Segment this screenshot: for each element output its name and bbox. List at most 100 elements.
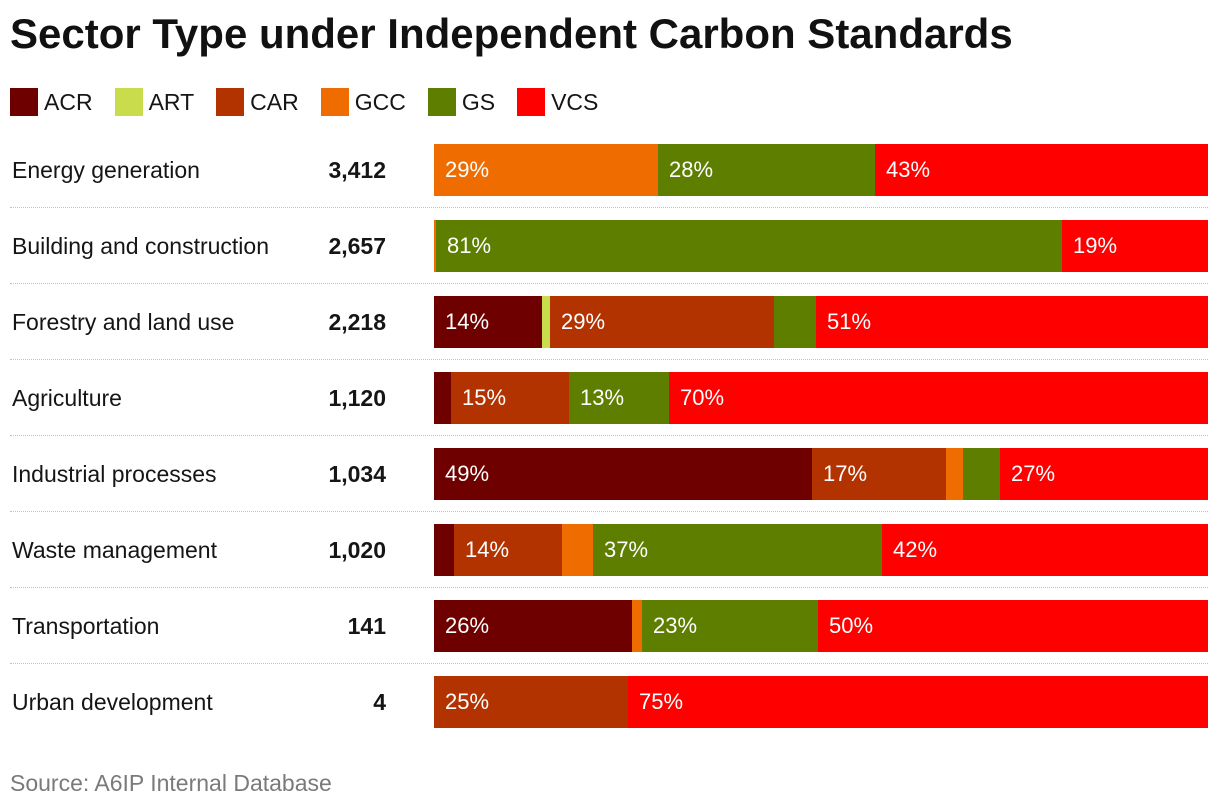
data-label-agriculture-gs: 13% — [580, 385, 625, 410]
bar-agriculture: 15% 13% 70% — [434, 372, 1208, 424]
chart-row-waste-management: Waste management 1,020 14% 37% 42% — [10, 512, 1208, 588]
count-label-agriculture: 1,120 — [328, 385, 386, 411]
bar-segment-energy-generation-gs: 28% — [658, 144, 875, 196]
bar-segment-forestry-and-land-use-vcs: 51% — [816, 296, 1208, 348]
bar-segment-waste-management-vcs: 42% — [882, 524, 1208, 576]
data-label-building-and-construction-gs: 81% — [447, 233, 492, 258]
data-label-transportation-gs: 23% — [653, 613, 698, 638]
category-label-industrial-processes: Industrial processes — [12, 461, 217, 487]
chart-row-building-and-construction: Building and construction 2,657 81% 19% — [10, 208, 1208, 284]
chart-row-energy-generation: Energy generation 3,412 29% 28% 43% — [10, 132, 1208, 208]
bar-segment-transportation-acr: 26% — [434, 600, 632, 652]
data-label-energy-generation-vcs: 43% — [886, 157, 931, 182]
bar-segment-waste-management-gs: 37% — [593, 524, 882, 576]
legend-item-acr: ACR — [10, 88, 93, 116]
chart-title: Sector Type under Independent Carbon Sta… — [10, 10, 1013, 57]
bar-segment-waste-management-car: 14% — [454, 524, 562, 576]
legend-item-art: ART — [114, 88, 195, 116]
count-label-energy-generation: 3,412 — [328, 157, 386, 183]
data-label-transportation-acr: 26% — [445, 613, 490, 638]
category-label-waste-management: Waste management — [12, 537, 217, 563]
data-label-transportation-vcs: 50% — [829, 613, 874, 638]
data-label-energy-generation-gs: 28% — [669, 157, 714, 182]
bar-segment-industrial-processes-vcs: 27% — [1000, 448, 1208, 500]
category-label-forestry-and-land-use: Forestry and land use — [12, 309, 235, 335]
bar-segment-waste-management-gcc — [562, 524, 593, 576]
bar-segment-industrial-processes-gcc — [946, 448, 963, 500]
legend-item-vcs: VCS — [517, 88, 598, 116]
bar-segment-forestry-and-land-use-acr: 14% — [434, 296, 542, 348]
data-label-waste-management-vcs: 42% — [893, 537, 938, 562]
bar-segment-forestry-and-land-use-car: 29% — [550, 296, 774, 348]
legend-swatch-gs — [427, 88, 456, 116]
legend-swatch-vcs — [517, 88, 546, 116]
data-label-forestry-and-land-use-vcs: 51% — [827, 309, 872, 334]
count-label-transportation: 141 — [347, 613, 386, 639]
legend: ACR ART CAR GCC GS VCS — [10, 88, 620, 116]
bar-segment-building-and-construction-gcc — [434, 220, 436, 272]
bar-segment-agriculture-acr — [434, 372, 451, 424]
data-label-building-and-construction-vcs: 19% — [1073, 233, 1118, 258]
count-label-waste-management: 1,020 — [328, 537, 386, 563]
bar-segment-energy-generation-gcc: 29% — [434, 144, 658, 196]
bar-segment-urban-development-vcs: 75% — [628, 676, 1208, 728]
source-note: Source: A6IP Internal Database — [10, 770, 332, 796]
legend-item-car: CAR — [216, 88, 299, 116]
legend-swatch-gcc — [320, 88, 349, 116]
bar-segment-agriculture-vcs: 70% — [669, 372, 1208, 424]
bar-segment-building-and-construction-gs: 81% — [436, 220, 1062, 272]
bar-segment-building-and-construction-vcs: 19% — [1062, 220, 1208, 272]
data-label-industrial-processes-car: 17% — [823, 461, 868, 486]
bar-segment-industrial-processes-acr: 49% — [434, 448, 812, 500]
bar-segment-energy-generation-vcs: 43% — [875, 144, 1208, 196]
chart-row-urban-development: Urban development 4 25% 75% — [10, 664, 1208, 740]
bar-waste-management: 14% 37% 42% — [434, 524, 1208, 576]
bar-segment-transportation-gs: 23% — [642, 600, 818, 652]
data-label-agriculture-car: 15% — [462, 385, 507, 410]
data-label-urban-development-vcs: 75% — [639, 689, 684, 714]
chart-rows: Energy generation 3,412 29% 28% 43% Building … — [10, 132, 1208, 740]
bar-segment-industrial-processes-gs — [963, 448, 1000, 500]
bar-segment-forestry-and-land-use-gs — [774, 296, 816, 348]
bar-segment-transportation-gcc — [632, 600, 642, 652]
legend-label-car: CAR — [250, 89, 299, 115]
count-label-forestry-and-land-use: 2,218 — [328, 309, 386, 335]
legend-item-gs: GS — [427, 88, 496, 116]
category-label-urban-development: Urban development — [12, 689, 213, 715]
bar-segment-urban-development-car: 25% — [434, 676, 628, 728]
legend-label-gcc: GCC — [354, 89, 406, 115]
legend-label-art: ART — [148, 89, 195, 115]
count-label-building-and-construction: 2,657 — [328, 233, 386, 259]
bar-building-and-construction: 81% 19% — [434, 220, 1208, 272]
data-label-agriculture-vcs: 70% — [680, 385, 725, 410]
bar-segment-transportation-vcs: 50% — [818, 600, 1208, 652]
data-label-forestry-and-land-use-car: 29% — [561, 309, 606, 334]
legend-swatch-art — [114, 88, 143, 116]
legend-swatch-car — [216, 88, 245, 116]
data-label-waste-management-car: 14% — [465, 537, 510, 562]
legend-label-vcs: VCS — [551, 89, 599, 115]
count-label-urban-development: 4 — [373, 689, 386, 715]
bar-forestry-and-land-use: 14% 29% 51% — [434, 296, 1208, 348]
data-label-industrial-processes-vcs: 27% — [1011, 461, 1056, 486]
legend-item-gcc: GCC — [320, 88, 406, 116]
bar-transportation: 26% 23% 50% — [434, 600, 1208, 652]
bar-segment-waste-management-acr — [434, 524, 454, 576]
data-label-industrial-processes-acr: 49% — [445, 461, 490, 486]
chart-row-agriculture: Agriculture 1,120 15% 13% 70% — [10, 360, 1208, 436]
data-label-forestry-and-land-use-acr: 14% — [445, 309, 490, 334]
category-label-transportation: Transportation — [12, 613, 160, 639]
category-label-building-and-construction: Building and construction — [12, 233, 269, 259]
chart-row-industrial-processes: Industrial processes 1,034 49% 17% 27% — [10, 436, 1208, 512]
bar-industrial-processes: 49% 17% 27% — [434, 448, 1208, 500]
data-label-urban-development-car: 25% — [445, 689, 490, 714]
bar-urban-development: 25% 75% — [434, 676, 1208, 728]
legend-swatch-acr — [10, 88, 38, 116]
chart-row-transportation: Transportation 141 26% 23% 50% — [10, 588, 1208, 664]
bar-energy-generation: 29% 28% 43% — [434, 144, 1208, 196]
bar-segment-agriculture-car: 15% — [451, 372, 569, 424]
bar-segment-agriculture-gs: 13% — [569, 372, 669, 424]
count-label-industrial-processes: 1,034 — [328, 461, 386, 487]
legend-label-gs: GS — [461, 89, 496, 115]
legend-label-acr: ACR — [44, 89, 93, 115]
